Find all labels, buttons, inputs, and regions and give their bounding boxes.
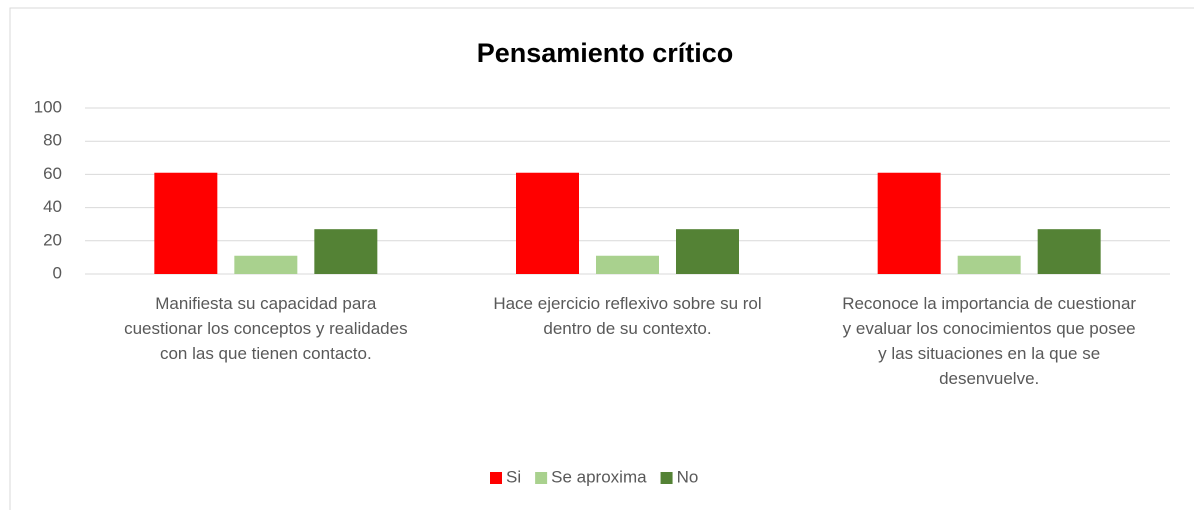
x-tick-label: Reconoce la importancia de cuestionar y … xyxy=(842,294,1137,388)
legend-label: No xyxy=(677,467,699,486)
x-tick-label: Hace ejercicio reflexivo sobre su rol de… xyxy=(493,294,762,338)
y-tick-label: 100 xyxy=(34,97,62,116)
bar xyxy=(676,229,739,274)
legend-swatch xyxy=(490,472,502,484)
y-tick-label: 80 xyxy=(43,131,62,150)
bar xyxy=(957,255,1021,274)
y-tick-label: 60 xyxy=(43,164,62,183)
bar xyxy=(154,172,218,274)
bar xyxy=(596,255,659,274)
legend-swatch xyxy=(535,472,548,484)
bar xyxy=(877,172,941,274)
bar xyxy=(1037,229,1101,274)
legend-label: Se aproxima xyxy=(551,467,647,486)
bar xyxy=(234,255,298,274)
bar xyxy=(516,172,579,274)
chart-title: Pensamiento crítico xyxy=(477,38,734,68)
y-tick-label: 0 xyxy=(53,263,62,282)
x-tick-label: Manifiesta su capacidad para cuestionar … xyxy=(124,294,408,363)
y-tick-label: 20 xyxy=(43,230,62,249)
legend-label: Si xyxy=(506,467,521,486)
chart-border xyxy=(9,7,1194,510)
bar xyxy=(314,229,378,274)
y-tick-label: 40 xyxy=(43,197,62,216)
legend-swatch xyxy=(660,472,673,484)
